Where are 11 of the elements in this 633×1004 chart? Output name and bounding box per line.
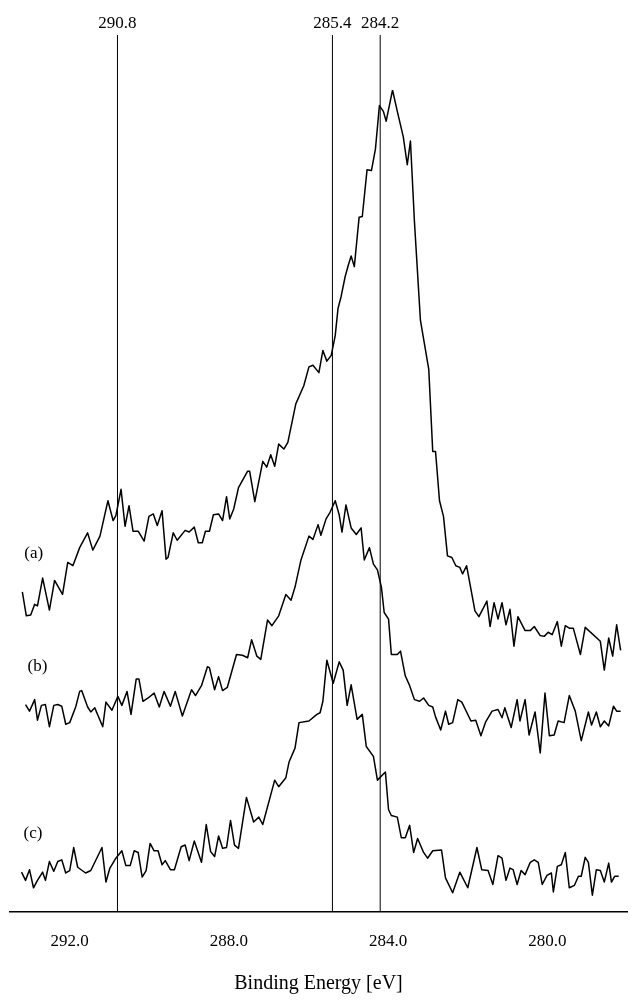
series-label: (c): [23, 823, 43, 843]
series-label: (b): [27, 655, 48, 675]
x-tick-label: 292.0: [50, 931, 89, 951]
x-tick-label: 280.0: [528, 931, 567, 951]
x-tick-label: 284.0: [369, 931, 408, 951]
x-tick-label: 288.0: [209, 931, 249, 951]
ref-line-label: 284.2: [361, 12, 400, 32]
ref-line-label: 290.8: [98, 12, 137, 32]
x-axis-title: Binding Energy [eV]: [234, 971, 403, 995]
series-label: (a): [24, 542, 44, 562]
ref-line-label: 285.4: [313, 12, 353, 32]
